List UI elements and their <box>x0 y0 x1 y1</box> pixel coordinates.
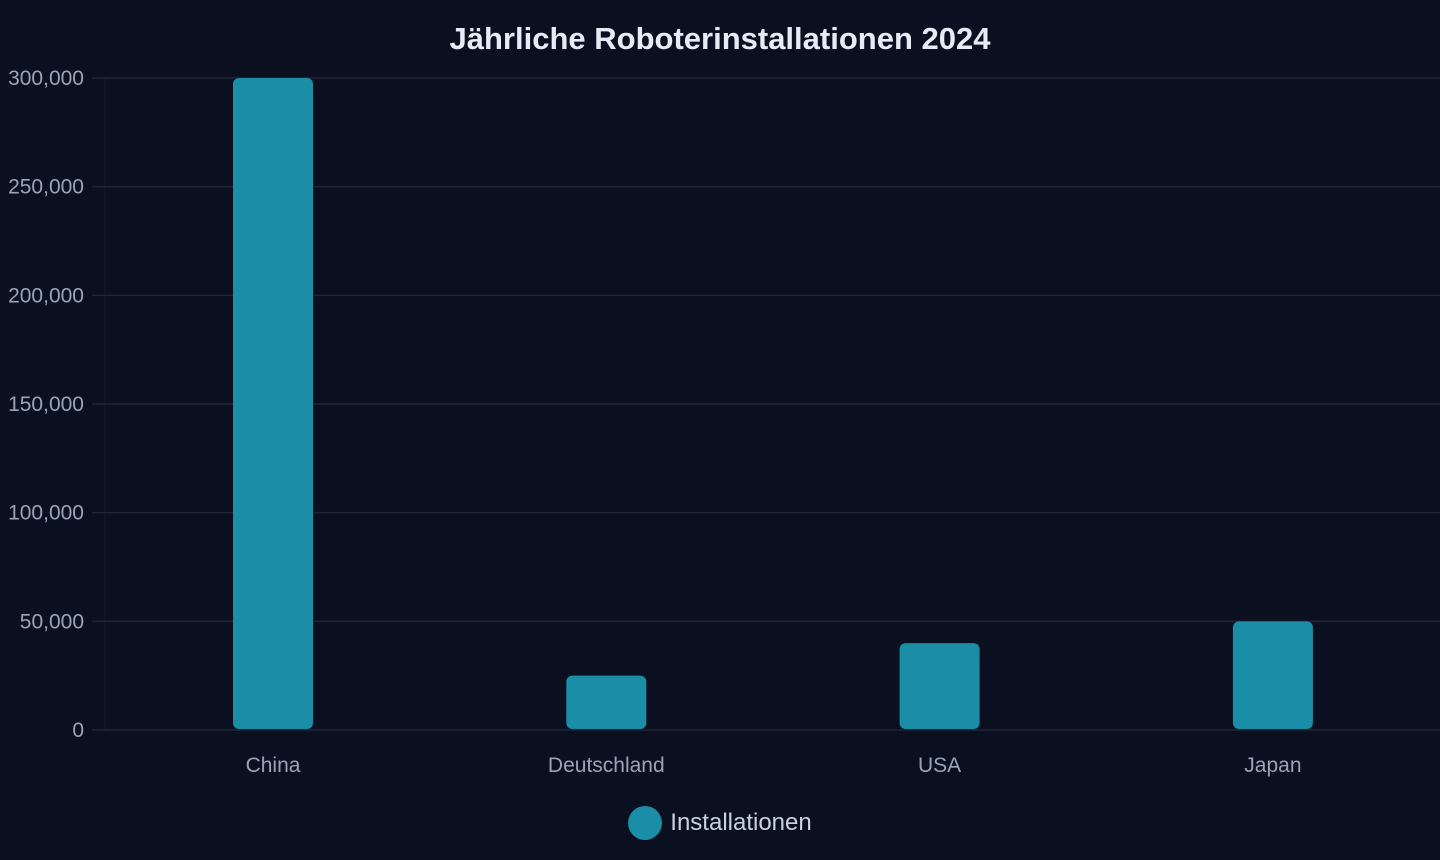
y-axis-ticks: 0 50,000 100,000 150,000 200,000 250,000 300,0… <box>8 67 84 742</box>
grid-layer <box>92 77 1440 731</box>
chart-title: Jährliche Roboterinstallationen 2024 <box>449 21 991 56</box>
bar-deutschland[interactable] <box>566 675 647 729</box>
x-tick-label-usa: USA <box>918 754 961 777</box>
bar-usa[interactable] <box>899 643 980 729</box>
x-axis-ticks: China Deutschland USA Japan <box>246 754 1302 777</box>
x-tick-label-deutschland: Deutschland <box>548 754 665 777</box>
y-tick-label: 250,000 <box>8 176 84 199</box>
legend[interactable]: Installationen <box>0 806 1440 840</box>
legend-swatch-installationen <box>628 806 663 840</box>
y-tick-label: 150,000 <box>8 393 84 416</box>
y-tick-label: 200,000 <box>8 284 84 307</box>
bars-layer <box>233 78 1313 729</box>
bar-china[interactable] <box>233 78 313 729</box>
y-tick-label: 50,000 <box>20 610 84 633</box>
legend-label-installationen: Installationen <box>670 809 812 836</box>
x-tick-label-china: China <box>246 754 301 777</box>
x-tick-label-japan: Japan <box>1244 754 1301 777</box>
y-tick-label: 100,000 <box>8 502 84 525</box>
y-tick-label: 0 <box>72 719 84 742</box>
bar-japan[interactable] <box>1232 621 1313 729</box>
y-tick-label: 300,000 <box>8 67 84 90</box>
